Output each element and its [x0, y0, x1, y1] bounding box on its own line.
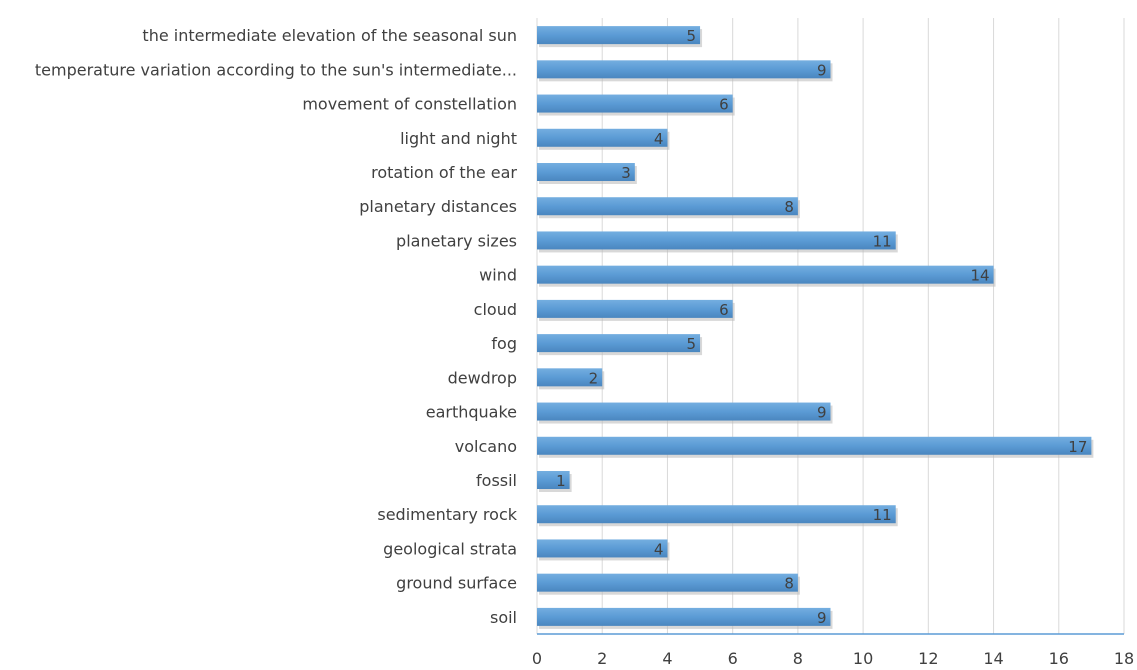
bar	[537, 471, 570, 489]
category-label: fog	[491, 334, 517, 353]
category-label: planetary distances	[359, 197, 517, 216]
bar	[537, 231, 896, 250]
x-tick-label: 4	[662, 649, 672, 668]
data-label: 9	[817, 61, 827, 79]
bar	[537, 368, 603, 387]
category-label: the intermediate elevation of the season…	[142, 26, 517, 45]
data-label: 5	[687, 27, 697, 45]
data-label: 4	[654, 130, 664, 148]
category-label: sedimentary rock	[377, 505, 517, 524]
data-label: 1	[556, 472, 566, 490]
x-tick-label: 10	[853, 649, 873, 668]
data-label: 11	[873, 506, 892, 524]
bar	[537, 26, 701, 45]
bar	[537, 539, 668, 558]
bar	[537, 402, 831, 421]
category-label: cloud	[474, 300, 517, 319]
x-axis: 0 2 4 6 8 10 12 14 16 18	[532, 633, 1134, 668]
category-label: movement of constellation	[302, 95, 517, 114]
bar	[537, 94, 733, 113]
x-tick-label: 8	[793, 649, 803, 668]
category-label: soil	[490, 608, 517, 627]
bar	[537, 334, 701, 353]
x-tick-label: 14	[983, 649, 1003, 668]
category-label: geological strata	[383, 539, 517, 558]
data-label: 2	[589, 369, 599, 387]
category-label: wind	[479, 266, 517, 285]
bar	[537, 436, 1092, 455]
x-tick-label: 2	[597, 649, 607, 668]
data-label: 8	[784, 198, 794, 216]
x-tick-label: 16	[1049, 649, 1069, 668]
category-label: temperature variation according to the s…	[35, 60, 517, 79]
category-label: rotation of the ear	[371, 163, 517, 182]
category-labels: the intermediate elevation of the season…	[35, 26, 518, 627]
bar	[537, 607, 831, 626]
category-label: volcano	[455, 437, 517, 456]
data-label: 9	[817, 609, 827, 627]
bar	[537, 573, 798, 592]
category-label: dewdrop	[448, 368, 517, 387]
bar	[537, 265, 994, 284]
bar	[537, 197, 798, 216]
x-tick-label: 12	[918, 649, 938, 668]
data-label: 4	[654, 540, 664, 558]
data-label: 9	[817, 404, 827, 422]
category-label: planetary sizes	[396, 231, 517, 250]
category-label: earthquake	[426, 403, 517, 422]
data-label: 6	[719, 96, 729, 114]
data-label: 5	[687, 335, 697, 353]
data-label: 3	[621, 164, 631, 182]
bar	[537, 299, 733, 318]
bar	[537, 505, 896, 524]
data-label: 6	[719, 301, 729, 319]
data-label: 14	[970, 267, 989, 285]
x-tick-label: 6	[728, 649, 738, 668]
x-tick-label: 0	[532, 649, 542, 668]
category-label: ground surface	[396, 574, 517, 593]
data-label: 17	[1068, 438, 1087, 456]
bar	[537, 128, 668, 147]
data-label: 11	[873, 232, 892, 250]
bar	[537, 60, 831, 79]
x-tick-label: 18	[1114, 649, 1134, 668]
category-label: light and night	[400, 129, 517, 148]
bar	[537, 163, 635, 181]
bars	[537, 26, 1094, 629]
category-label: fossil	[476, 471, 517, 490]
gridlines	[536, 18, 1125, 634]
data-label: 8	[784, 575, 794, 593]
